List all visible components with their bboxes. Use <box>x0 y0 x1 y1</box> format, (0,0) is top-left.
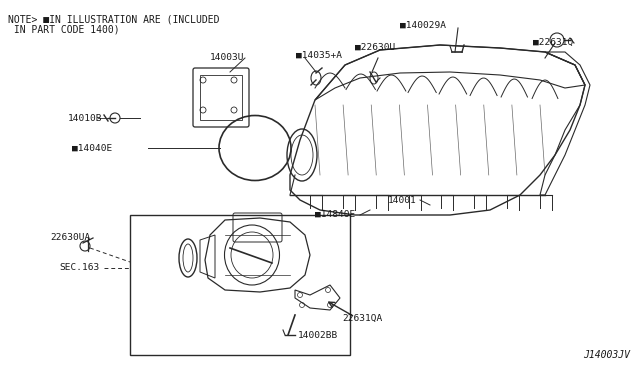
Text: 14001: 14001 <box>388 196 417 205</box>
Text: 14002BB: 14002BB <box>298 331 339 340</box>
Text: ■14840E: ■14840E <box>315 209 355 218</box>
Text: 14003U: 14003U <box>210 52 244 61</box>
Text: ■14040E: ■14040E <box>72 144 112 153</box>
Text: 22631QA: 22631QA <box>342 314 382 323</box>
Text: 22630UA: 22630UA <box>50 232 90 241</box>
Text: ■22631Q: ■22631Q <box>533 38 573 46</box>
Bar <box>130 215 350 355</box>
Text: ■140029A: ■140029A <box>400 20 446 29</box>
Bar <box>200 75 242 120</box>
Text: ■14035+A: ■14035+A <box>296 51 342 60</box>
Text: SEC.163: SEC.163 <box>59 263 99 272</box>
Text: J14003JV: J14003JV <box>583 350 630 360</box>
Text: ■22630U: ■22630U <box>355 42 396 51</box>
Text: NOTE> ■IN ILLUSTRATION ARE (INCLUDED: NOTE> ■IN ILLUSTRATION ARE (INCLUDED <box>8 14 220 24</box>
Text: 14010B: 14010B <box>68 113 102 122</box>
Text: IN PART CODE 1400): IN PART CODE 1400) <box>8 24 120 34</box>
